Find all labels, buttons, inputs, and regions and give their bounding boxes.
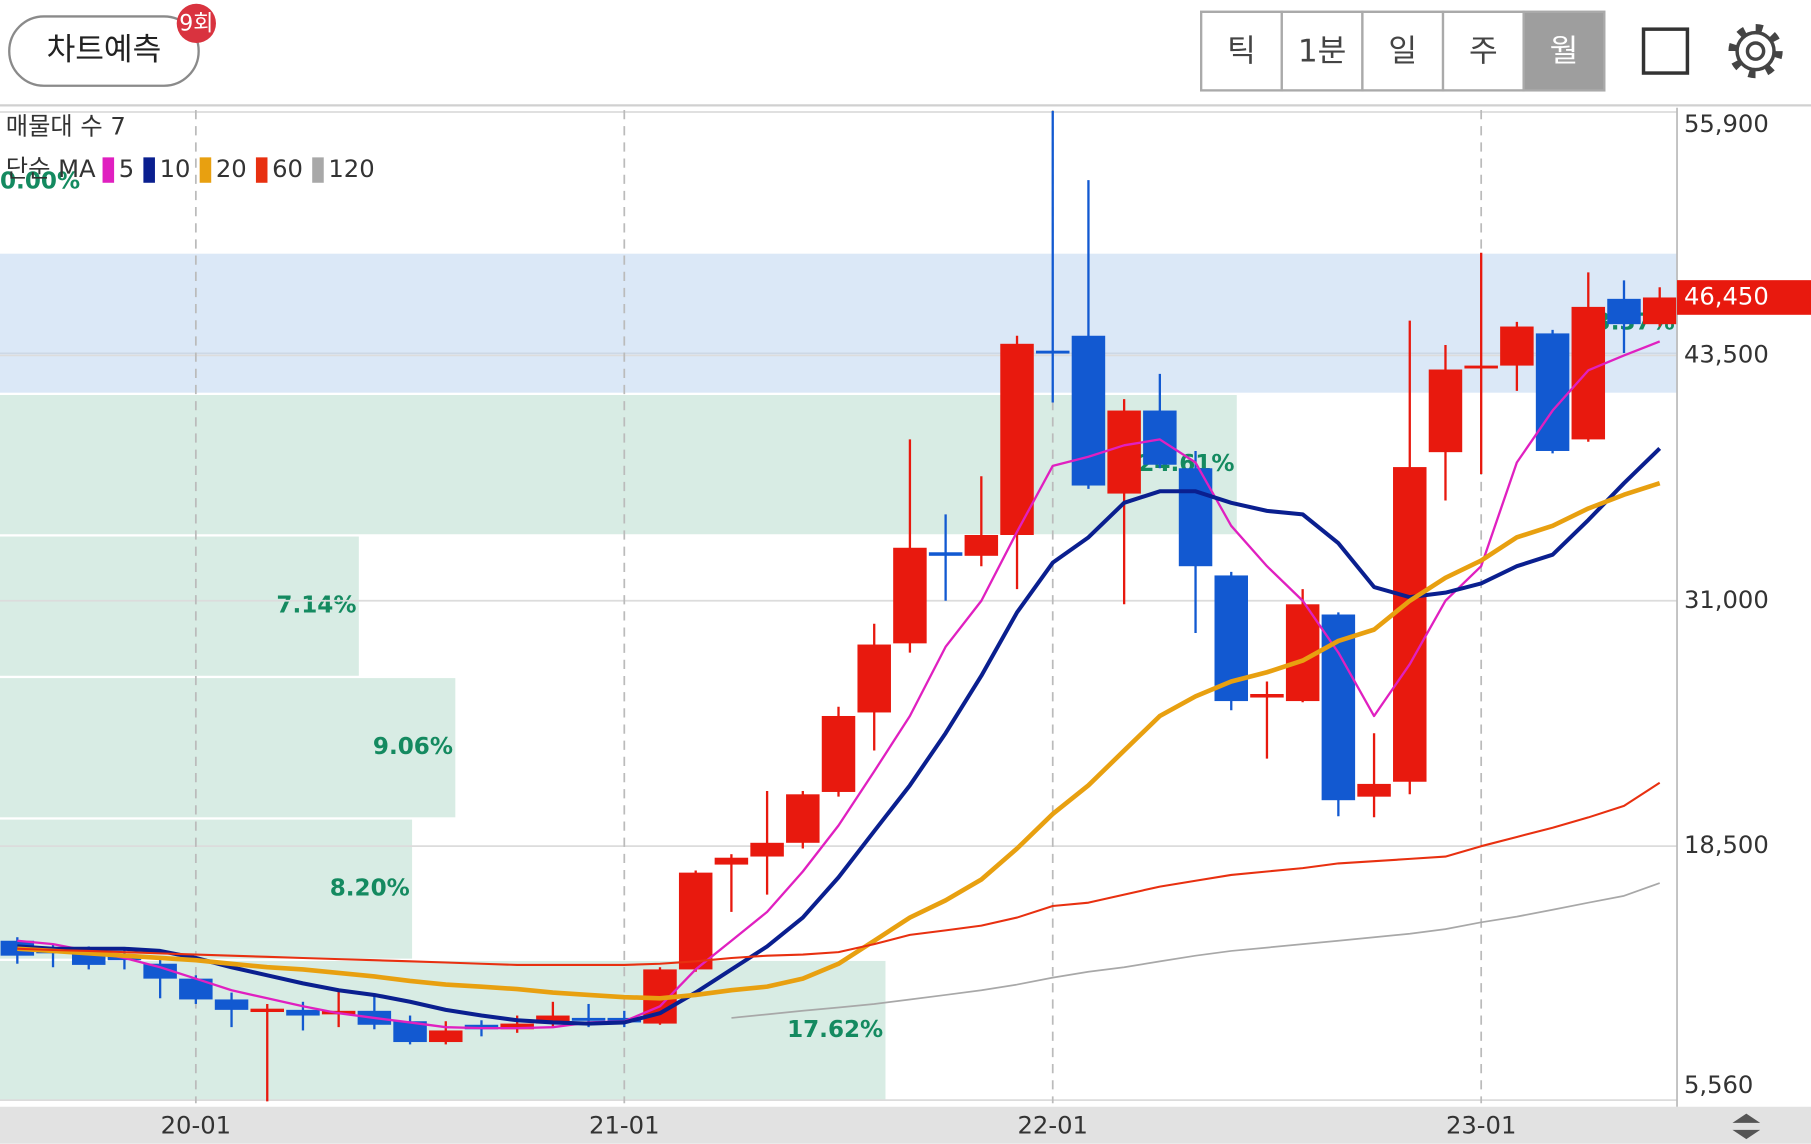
- settings-button[interactable]: [1728, 23, 1783, 79]
- candle-body: [1642, 297, 1677, 325]
- profile-label: 0.00%: [0, 168, 80, 194]
- scroll-icon[interactable]: [1732, 1113, 1761, 1140]
- candle-body: [429, 1030, 463, 1043]
- x-tick-label: 21-01: [589, 1110, 659, 1139]
- legend-label: 120: [328, 154, 374, 183]
- fullscreen-button[interactable]: [1641, 27, 1690, 75]
- candle-body: [1500, 326, 1534, 366]
- candle-body: [286, 1009, 320, 1016]
- candle-body: [393, 1021, 427, 1043]
- candle-body: [179, 978, 213, 1000]
- candle-body: [678, 872, 713, 970]
- y-tick-label: 31,000: [1684, 585, 1769, 614]
- predict-button-label[interactable]: 차트예측: [47, 32, 162, 68]
- profile-label: 매물대 수 7: [6, 111, 126, 140]
- candle-body: [71, 953, 106, 965]
- period-label[interactable]: 일: [1388, 33, 1417, 69]
- candle-body: [1071, 335, 1106, 486]
- period-button[interactable]: [1280, 10, 1364, 92]
- period-label[interactable]: 월: [1550, 33, 1579, 69]
- candle-body: [571, 1017, 606, 1021]
- candle-body: [500, 1023, 534, 1030]
- candle-body: [928, 552, 963, 556]
- candle-body: [1535, 333, 1570, 451]
- candle-body: [1607, 298, 1641, 325]
- candle-body: [214, 999, 249, 1010]
- candle-body: [250, 1008, 284, 1013]
- ma-line: [17, 446, 1662, 1026]
- candle-body: [1250, 694, 1284, 698]
- period-label[interactable]: 주: [1469, 33, 1498, 69]
- badge: [176, 3, 216, 44]
- badge-label: 9회: [179, 12, 213, 37]
- candle-body: [143, 963, 177, 979]
- y-tick-label: 18,500: [1684, 830, 1769, 859]
- candle-body: [714, 857, 749, 865]
- candle-body: [857, 644, 891, 713]
- candle-body: [1428, 369, 1463, 453]
- candle-body: [1035, 350, 1070, 354]
- candle-body: [786, 794, 820, 843]
- candle-body: [821, 715, 856, 792]
- profile-bar: [0, 678, 456, 818]
- candle-body: [964, 534, 999, 556]
- candle-body: [1464, 365, 1498, 369]
- x-tick-label: 20-01: [161, 1110, 231, 1139]
- gear-ring[interactable]: [1735, 30, 1776, 72]
- candle-body: [1000, 343, 1034, 535]
- legend-label: 10: [160, 154, 191, 183]
- ma-line: [17, 480, 1661, 1001]
- scroll-handle[interactable]: [1732, 1113, 1761, 1140]
- legend-label: 60: [272, 154, 303, 183]
- legend-swatch: [102, 157, 115, 183]
- ma-line: [17, 340, 1661, 1030]
- y-tick-label: 5,560: [1684, 1070, 1753, 1099]
- candle-body: [750, 842, 784, 857]
- period-label[interactable]: 1분: [1298, 33, 1347, 69]
- legend-swatch: [143, 157, 155, 183]
- period-button[interactable]: [1361, 10, 1445, 92]
- gear-teeth[interactable]: [1728, 23, 1783, 79]
- current-price-label: 46,450: [1684, 281, 1769, 310]
- profile-label: 17.62%: [787, 1017, 883, 1043]
- profile-label: 7.14%: [276, 593, 356, 619]
- y-tick-label: 55,900: [1684, 109, 1769, 138]
- ma-line: [731, 882, 1660, 1019]
- profile-bar: [0, 395, 1237, 535]
- candle-body: [1143, 410, 1177, 465]
- x-axis-bar: [0, 1106, 1811, 1144]
- legend-swatch: [199, 157, 212, 183]
- legend-label: 5: [119, 154, 134, 183]
- legend-title: 단순 MA: [6, 154, 96, 183]
- predict-button-frame[interactable]: [8, 15, 200, 87]
- ma-line: [17, 781, 1661, 966]
- candle-body: [1571, 306, 1606, 440]
- x-tick-label: 23-01: [1446, 1110, 1516, 1139]
- period-button[interactable]: [1522, 10, 1606, 92]
- predict-button[interactable]: 차트예측 9회: [8, 3, 216, 87]
- period-button[interactable]: [1441, 10, 1525, 92]
- candle-body: [1393, 467, 1427, 782]
- candle-body: [536, 1015, 570, 1024]
- period-label[interactable]: 틱: [1227, 33, 1256, 69]
- y-tick-label: 43,500: [1684, 339, 1769, 368]
- legend-swatch: [255, 157, 268, 183]
- profile-label: 8.20%: [330, 876, 410, 902]
- profile-bar: [0, 536, 359, 676]
- candle-body: [1357, 783, 1391, 797]
- profile-bar: [0, 253, 1678, 393]
- candle-body: [893, 547, 927, 644]
- legend-swatch: [312, 157, 324, 183]
- profile-label: 9.06%: [373, 734, 453, 760]
- current-price-tag: [1677, 280, 1811, 315]
- candle-body: [1107, 410, 1141, 494]
- legend-label: 20: [216, 154, 247, 183]
- x-tick-label: 22-01: [1017, 1110, 1087, 1139]
- gear-hole[interactable]: [1745, 41, 1766, 61]
- profile-bar: [0, 819, 413, 959]
